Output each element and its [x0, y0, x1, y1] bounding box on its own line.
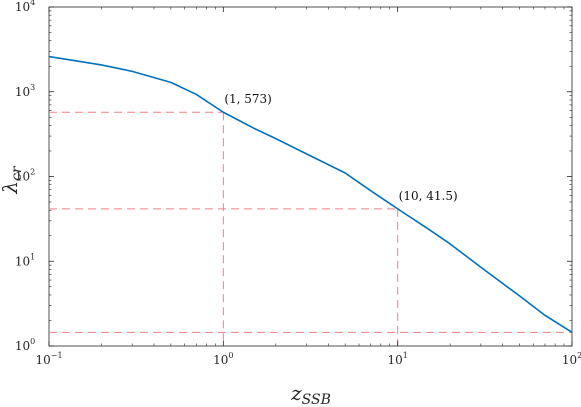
y-tick-label: 100: [15, 337, 35, 353]
y-tick-label: 104: [15, 0, 35, 14]
x-tick-label: 101: [387, 351, 407, 367]
series-layer: [48, 55, 573, 333]
x-axis-label: zSSB: [290, 381, 331, 407]
annotation-label-1: (1, 573): [224, 92, 272, 106]
y-tick-label: 103: [15, 83, 35, 99]
plot-area-frame: [48, 6, 573, 347]
series-line-1: [48, 55, 573, 333]
y-tick-label: 101: [15, 252, 35, 268]
y-axis-label: λcr: [0, 165, 25, 195]
x-tick-label: 10−1: [35, 351, 62, 367]
x-tick-label: 102: [562, 351, 581, 367]
y-tick-label: 102: [15, 168, 35, 184]
annotations: (1, 573) (10, 41.5): [224, 92, 457, 203]
annotation-label-2: (10, 41.5): [399, 189, 458, 203]
x-tick-label: 100: [213, 351, 233, 367]
reference-lines: [49, 111, 572, 346]
